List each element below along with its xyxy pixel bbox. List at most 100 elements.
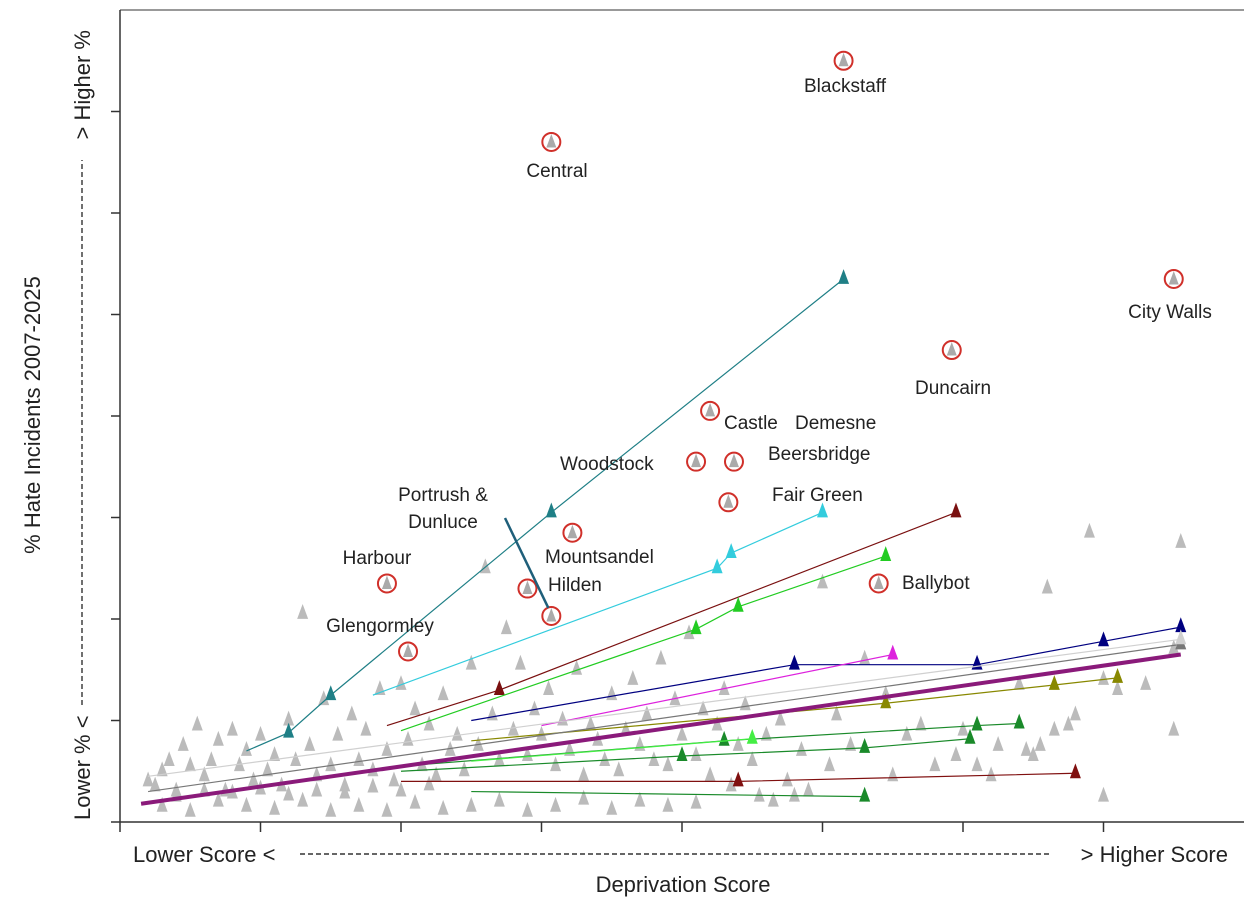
series-point [880,546,892,562]
x-axis-ticks [119,822,1105,832]
background-point [395,781,407,797]
area-label: Duncairn [915,378,991,399]
background-point [767,791,779,807]
background-point [578,789,590,805]
y-axis-high-label: > Higher % [70,30,95,139]
background-point [283,710,295,726]
series-point [1098,631,1109,647]
background-point [304,735,316,751]
background-point [381,801,393,817]
background-point [690,793,702,809]
background-point [1020,741,1032,756]
background-point [760,725,772,741]
background-point [381,741,393,756]
area-label: Blackstaff [804,76,887,97]
series-line [471,677,1118,742]
background-point [957,720,969,736]
background-point [1175,532,1187,548]
highlight-point [381,575,392,589]
background-point [226,720,238,736]
background-point [585,715,597,731]
label-connector-line [503,517,550,609]
background-point [191,715,203,731]
background-point [1098,670,1109,685]
series-point [788,654,800,670]
background-point [802,781,814,797]
background-point [346,705,358,721]
background-point [550,796,562,812]
background-point [493,791,505,807]
background-point [606,799,618,815]
area-label: Fair Green [772,485,863,506]
background-point [1140,675,1152,690]
background-point [409,700,421,716]
background-point [1168,720,1180,736]
background-point [184,801,196,817]
series-point [1175,617,1187,633]
background-point [311,781,323,797]
highlight-point [838,52,849,67]
background-point [255,725,266,741]
background-point [1062,715,1074,731]
y-axis-low-label: Lower % < [70,715,95,820]
background-point [781,771,793,787]
y-axis-title: % Hate Incidents 2007-2025 [20,276,45,554]
area-labels: Blackstaff Central City Walls Duncairn Castl… [326,76,1212,637]
background-point [1041,578,1053,594]
series-point [887,644,899,660]
background-point [690,746,702,761]
background-point [409,793,421,809]
series-point [838,269,850,284]
background-point [648,751,660,767]
highlight-ring [941,340,962,361]
background-point [205,751,217,767]
background-point [641,705,653,721]
area-label: Mountsandel [545,547,654,568]
series-point [880,693,892,709]
highlight-ring [868,573,889,594]
series-line [400,555,886,732]
overall-trend-line [140,652,1182,806]
background-point [269,799,281,815]
series-point [493,680,505,695]
background-point [430,766,442,782]
series-line [148,643,1181,793]
series-point [732,771,744,787]
background-point [732,735,744,751]
x-axis-low-label: Lower Score < [133,842,275,867]
highlight-ring [718,492,739,513]
background-point [262,761,274,777]
highlight-ring [517,578,538,599]
background-point [395,675,407,690]
series-point [817,502,828,518]
background-point [325,801,337,817]
series-line [386,511,957,727]
series-line [372,511,823,696]
highlight-point [546,133,557,148]
area-label: Castle [724,413,778,434]
area-label: Glengormley [326,616,434,637]
highlight-ring [541,131,562,152]
series-point [545,502,557,518]
series-line [541,653,893,727]
background-point [662,796,674,812]
background-point [817,573,828,589]
highlight-point [403,643,414,657]
series-point [1069,763,1081,779]
background-point [184,756,196,772]
background-point [297,604,309,619]
background-point [353,796,365,812]
background-point [859,649,871,665]
background-point [163,751,175,767]
background-point [367,777,379,793]
background-point [1013,675,1025,690]
area-label: Demesne [795,413,876,434]
background-point [1083,522,1095,538]
background-point [247,771,259,787]
background-point [1027,746,1039,761]
highlight-ring [833,50,854,71]
background-point [711,715,723,731]
background-point [156,796,168,812]
series-point [1112,667,1124,683]
background-points [142,522,1187,817]
